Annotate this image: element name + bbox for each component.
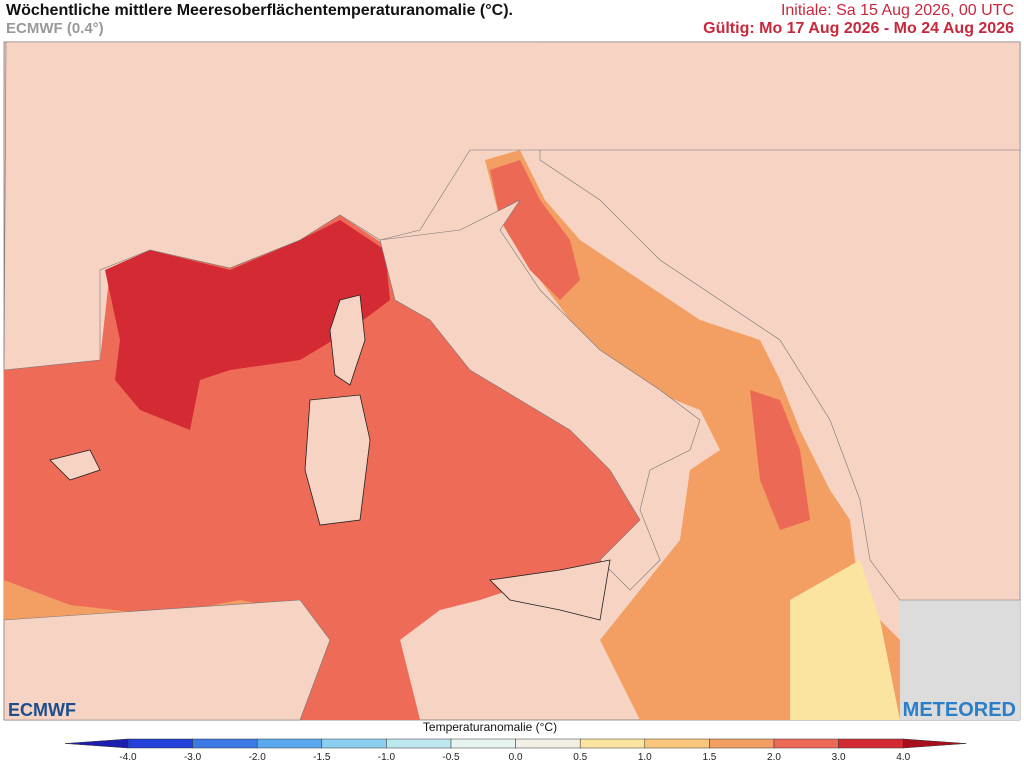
colorbar-segment (579, 738, 646, 749)
colorbar-tick: 0.5 (573, 752, 587, 763)
colorbar-tick: -1.5 (313, 752, 331, 763)
colorbar-tick: 1.5 (702, 752, 716, 763)
colorbar-segment (450, 738, 516, 749)
colorbar-segment (515, 738, 581, 749)
colorbar-segment (321, 738, 387, 749)
colorbar-segment (838, 738, 904, 749)
italy (379, 199, 701, 591)
title: Wöchentliche mittlere Meeresoberflächent… (6, 2, 513, 19)
africa (3, 599, 331, 721)
logo-ecmwf: ECMWF (8, 700, 76, 720)
colorbar-segment (773, 738, 839, 749)
colorbar-segment (644, 738, 710, 749)
colorbar-segment (192, 738, 258, 749)
colorbar-tick: -1.0 (378, 752, 396, 763)
colorbar-under (64, 738, 129, 749)
model: ECMWF (0.4°) (6, 20, 104, 37)
colorbar: -4.0 -3.0 -2.0 -1.5 -1.0 -0.5 0.0 0.5 1.0 1.5 2.0 3… (64, 738, 967, 763)
colorbar-tick: 1.0 (638, 752, 652, 763)
corsica (329, 294, 366, 386)
colorbar-tick: -2.0 (249, 752, 267, 763)
colorbar-segment (709, 738, 775, 749)
sicily (489, 559, 611, 621)
colorbar-tick: 4.0 (896, 752, 910, 763)
colorbar-tick: 2.0 (767, 752, 781, 763)
mallorca (49, 449, 101, 481)
legend-label: Temperaturanomalie (°C) (423, 720, 557, 734)
colorbar-tick: -0.5 (442, 752, 460, 763)
colorbar-tick: -4.0 (119, 752, 137, 763)
init-time: Initiale: Sa 15 Aug 2026, 00 UTC (780, 2, 1014, 19)
colorbar-segment (127, 738, 193, 749)
colorbar-segment (256, 738, 323, 749)
sea-adriatic-south (750, 390, 810, 530)
colorbar-tick: 3.0 (832, 752, 846, 763)
sea-ionian (790, 560, 900, 720)
europe (3, 41, 1021, 371)
logo-meteored: METEORED (903, 699, 1016, 721)
sea-hot (105, 220, 390, 430)
valid-time: Gültig: Mo 17 Aug 2026 - Mo 24 Aug 2026 (703, 20, 1014, 37)
sea-adriatic (485, 150, 900, 720)
sardinia (304, 394, 371, 526)
colorbar-tick: 0.0 (509, 752, 523, 763)
colorbar-tick: -3.0 (184, 752, 202, 763)
colorbar-over (902, 738, 967, 749)
colorbar-segment (386, 738, 452, 749)
sea-adriatic-north (490, 160, 580, 300)
